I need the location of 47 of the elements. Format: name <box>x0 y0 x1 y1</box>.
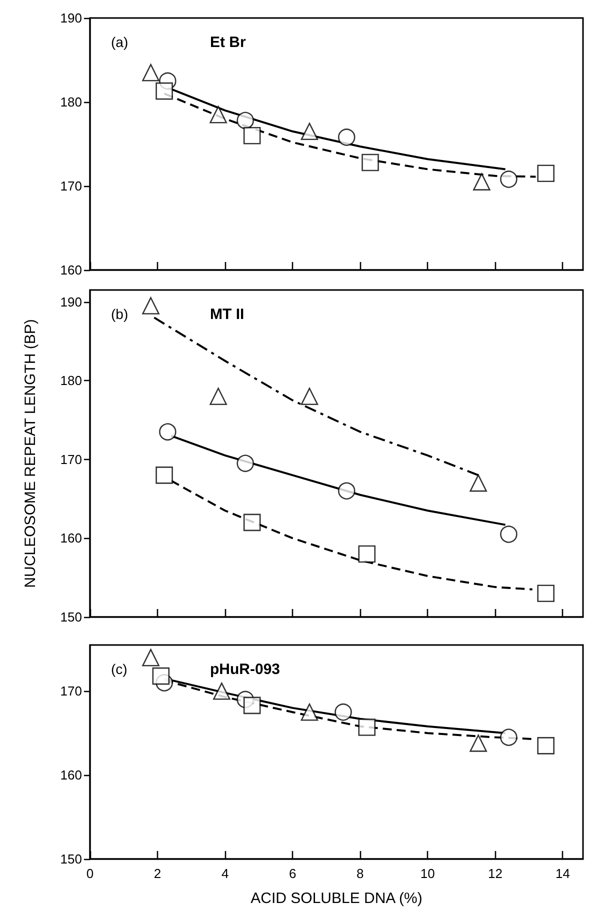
point <box>338 128 356 146</box>
point <box>358 718 376 736</box>
x-tick-label: 10 <box>420 866 435 881</box>
text: pHuR-093 <box>210 661 280 678</box>
x-axis-title: ACID SOLUBLE DNA (%) <box>250 890 422 907</box>
x-tick-label: 0 <box>86 866 94 881</box>
y-tick-label: 160 <box>60 262 82 278</box>
x-tick-label: 14 <box>556 866 570 881</box>
x-tick-label: 6 <box>288 866 296 881</box>
point <box>243 126 261 144</box>
x-tick-label: 12 <box>488 866 502 881</box>
point <box>500 170 518 188</box>
y-tick-label: 170 <box>60 684 82 699</box>
point <box>213 682 230 700</box>
y-tick-label: 150 <box>60 852 82 866</box>
y-tick-label: 180 <box>60 373 82 388</box>
y-tick-label: 160 <box>60 530 82 546</box>
point <box>500 728 518 746</box>
point <box>243 514 261 532</box>
text: MT II <box>210 306 244 323</box>
y-tick-label: 190 <box>60 294 82 310</box>
point <box>300 122 318 140</box>
point <box>152 667 170 685</box>
y-tick-label: 170 <box>60 452 82 467</box>
y-tick-label: 160 <box>60 768 82 783</box>
point <box>236 454 254 472</box>
text: Et Br <box>210 34 246 51</box>
point <box>156 82 173 100</box>
annotation: (c) <box>111 661 128 677</box>
point <box>300 703 318 721</box>
y-axis-title: NUCLEOSOME REPEAT LENGTH (BP) <box>22 319 39 588</box>
point <box>338 482 356 500</box>
y-tick-label: 190 <box>60 10 82 26</box>
x-tick-label: 2 <box>154 866 162 881</box>
x-tick-label: 8 <box>356 866 364 881</box>
annotation: (a) <box>111 34 128 50</box>
point <box>210 106 227 124</box>
point <box>358 545 376 563</box>
y-tick-label: 180 <box>60 94 82 110</box>
point <box>236 112 254 130</box>
point <box>362 154 379 172</box>
annotation: (b) <box>111 306 128 322</box>
x-tick-label: 4 <box>221 866 229 881</box>
y-tick-label: 150 <box>60 610 82 624</box>
y-tick-label: 170 <box>60 178 82 194</box>
point <box>243 696 261 714</box>
point <box>334 703 352 721</box>
